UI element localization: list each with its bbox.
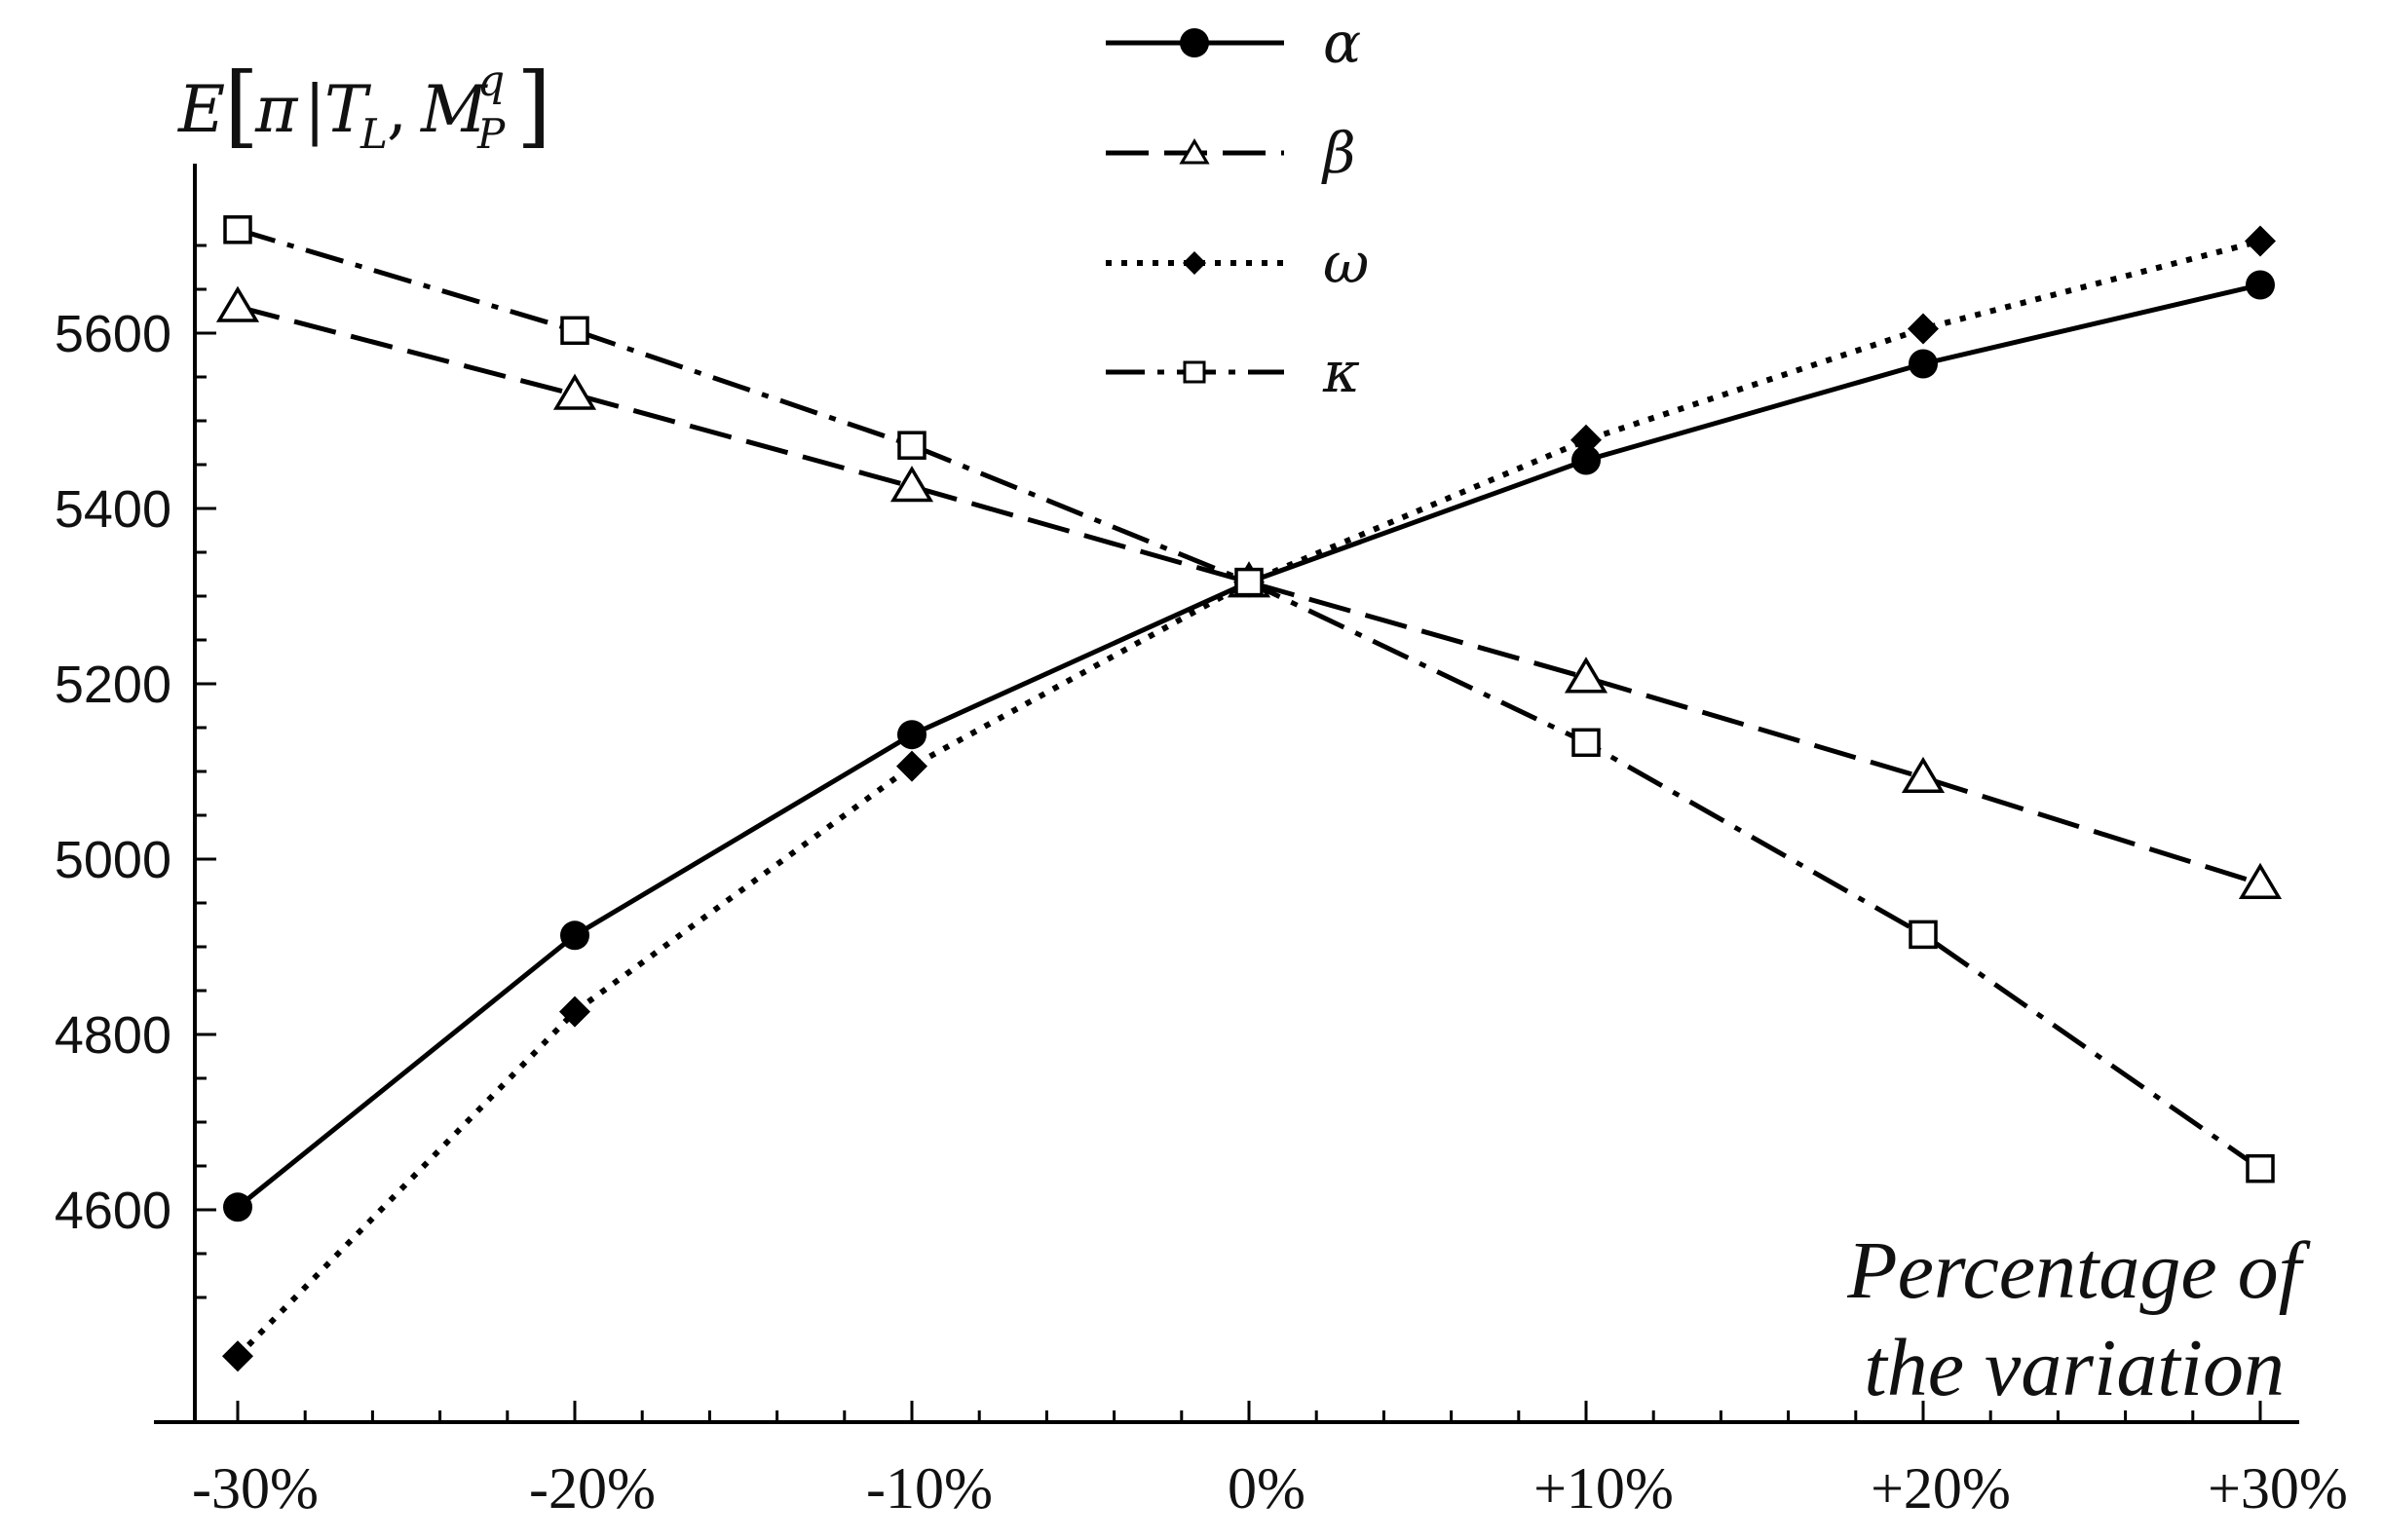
data-point	[223, 1192, 252, 1222]
x-tick-label: +10%	[1533, 1456, 1674, 1521]
data-point	[222, 1340, 253, 1372]
y-title-T-sub: L	[359, 110, 388, 158]
legend-item: ω	[1106, 230, 1369, 296]
data-point	[896, 750, 927, 782]
data-point	[1909, 920, 1938, 950]
y-title-bar: |	[304, 72, 325, 147]
legend-label: β	[1321, 120, 1356, 186]
x-axis-title: Percentage of the variation	[1846, 1225, 2311, 1413]
data-point	[559, 995, 590, 1028]
x-tick-label: -30%	[192, 1456, 319, 1521]
data-point	[2238, 862, 2283, 899]
legend-marker	[1180, 28, 1209, 57]
y-title-E: E	[177, 72, 225, 147]
data-point	[897, 720, 927, 750]
series-3	[222, 225, 2276, 1372]
series-1	[223, 270, 2275, 1222]
legend-label: κ	[1322, 339, 1360, 405]
y-title-rbracket: ]	[516, 54, 551, 158]
legend-marker	[1183, 251, 1206, 275]
y-title-M: M	[420, 72, 488, 147]
data-point	[1570, 424, 1602, 456]
series-line	[235, 238, 2261, 1359]
y-tick-label: 5200	[55, 656, 171, 714]
axes	[154, 164, 2299, 1424]
data-point	[223, 215, 252, 244]
legend-item: κ	[1106, 339, 1360, 405]
y-title-T: T	[324, 72, 372, 147]
y-axis-title: E [ π | T L , M q P ]	[177, 54, 551, 158]
x-title-line-1: Percentage of	[1846, 1225, 2311, 1316]
series-line	[236, 282, 2261, 1210]
legend-marker	[1183, 360, 1206, 384]
data-point	[897, 431, 927, 460]
data-point	[2246, 1153, 2275, 1183]
x-tick-label: -10%	[866, 1456, 993, 1521]
y-tick-label: 5000	[55, 831, 171, 889]
data-point	[1234, 567, 1264, 597]
y-tick-label: 4800	[55, 1006, 171, 1065]
y-tick-label: 5400	[55, 480, 171, 539]
legend-item: β	[1106, 120, 1356, 186]
y-ticks: 4600 4800 5000 5200 5400 5600	[55, 244, 216, 1299]
y-title-M-sup: q	[477, 56, 505, 106]
y-title-comma: ,	[387, 72, 407, 147]
data-point	[1564, 657, 1608, 694]
legend-label: α	[1323, 10, 1361, 76]
y-title-lbracket: [	[224, 54, 259, 158]
y-tick-label: 5600	[55, 305, 171, 363]
y-title-pi: π	[254, 72, 299, 147]
y-tick-label: 4600	[55, 1182, 171, 1240]
data-point	[560, 316, 589, 346]
data-point	[1571, 728, 1601, 758]
data-point	[552, 373, 597, 410]
data-point	[2246, 270, 2275, 300]
y-title-M-sub: P	[476, 110, 506, 158]
x-tick-label: +30%	[2208, 1456, 2348, 1521]
data-point	[2245, 225, 2276, 257]
x-tick-label: +20%	[1871, 1456, 2011, 1521]
x-ticks: -30% -20% -10% 0% +10% +20% +30%	[192, 1401, 2348, 1521]
data-point	[1571, 445, 1601, 475]
data-point	[1909, 349, 1938, 379]
data-point	[215, 285, 260, 322]
data-point	[1908, 313, 1939, 345]
x-tick-label: 0%	[1228, 1456, 1305, 1521]
data-point	[1901, 756, 1946, 794]
x-tick-label: -20%	[529, 1456, 656, 1521]
legend-marker	[1179, 138, 1210, 165]
data-point	[560, 920, 589, 951]
legend-label: ω	[1323, 230, 1369, 296]
series-group	[215, 215, 2283, 1372]
series-4	[223, 215, 2275, 1183]
legend-item: α	[1106, 10, 1361, 76]
data-point	[889, 466, 934, 503]
x-title-line-2: the variation	[1864, 1323, 2285, 1413]
